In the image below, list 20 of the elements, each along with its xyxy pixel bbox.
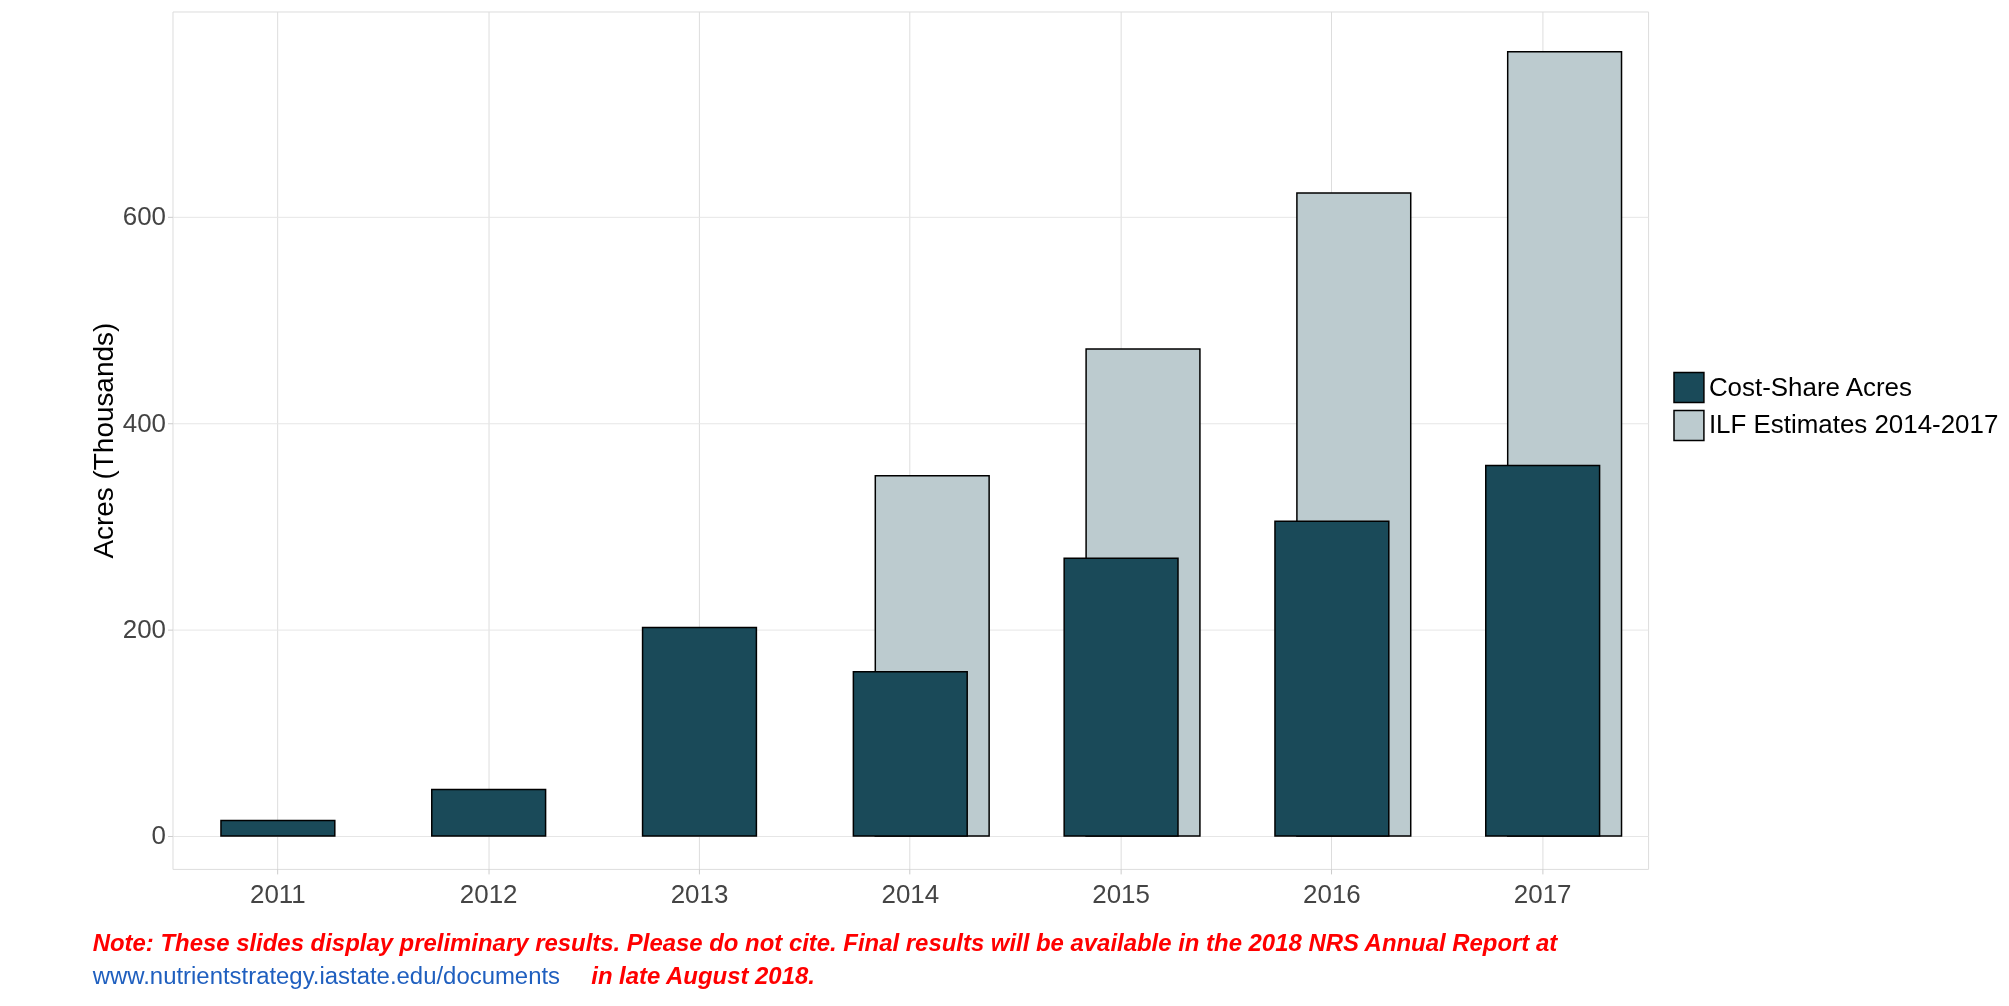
text: www.nutrientstrategy.iastate.edu/documents	[91, 961, 561, 989]
y-tick-label: 200	[122, 615, 166, 644]
bar	[220, 819, 336, 837]
y-tick-label: 0	[151, 821, 166, 850]
x-tick-label: 2014	[881, 880, 940, 909]
x-tick-label: 2011	[250, 880, 306, 909]
x-tick-label: 2016	[1303, 880, 1361, 909]
y-tick-label: 600	[122, 202, 166, 231]
x-tick-label: 2012	[459, 880, 518, 909]
legend-label: ILF Estimates 2014-2017	[1708, 410, 1999, 439]
bar	[431, 788, 547, 837]
bar	[641, 626, 758, 837]
legend-label: Cost-Share Acres	[1708, 372, 1912, 401]
text: Note: These slides display preliminary results. Please do not cite. Final results will be available in the 2018 NRS Annual Report at	[92, 928, 1559, 956]
text: in late August 2018.	[591, 961, 815, 989]
x-tick-label: 2013	[670, 880, 729, 909]
x-tick-label: 2015	[1092, 880, 1150, 909]
y-tick-label: 400	[122, 408, 166, 437]
x-tick-label: 2017	[1513, 880, 1572, 909]
y-axis-title: Acres (Thousands)	[87, 322, 119, 559]
